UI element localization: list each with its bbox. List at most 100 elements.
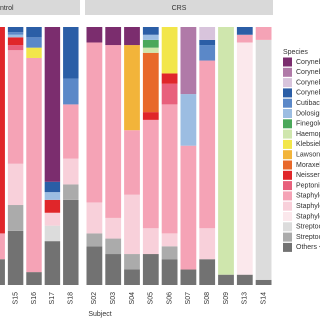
x-tick-label: S13 xyxy=(242,292,249,305)
legend-key xyxy=(283,67,292,77)
bar-segment xyxy=(105,217,122,239)
bar-segment xyxy=(142,119,159,229)
x-tick-label: S02 xyxy=(91,292,98,305)
bar-segment xyxy=(44,212,61,226)
legend-label: Coryneba xyxy=(296,79,320,86)
legend-label: Streptoco xyxy=(296,234,320,241)
bar-segment xyxy=(44,192,61,200)
bar-segment xyxy=(105,254,122,285)
legend-key xyxy=(283,170,292,180)
bar-segment xyxy=(161,259,178,285)
bar-segment xyxy=(44,27,61,182)
x-axis-title: Subject xyxy=(88,311,111,318)
bar-segment xyxy=(161,104,178,234)
legend-label: Staphyloc xyxy=(296,193,320,200)
bar-segment xyxy=(124,130,140,195)
bar-segment xyxy=(199,45,216,61)
bar-segment xyxy=(161,27,178,74)
bar-segment xyxy=(105,45,122,218)
bar-segment xyxy=(180,269,197,285)
bar-segment xyxy=(86,233,103,247)
bar-segment xyxy=(86,246,103,285)
legend-key xyxy=(283,129,292,139)
bar-segment xyxy=(142,52,159,113)
x-tick-label: S03 xyxy=(110,292,117,305)
bar-segment xyxy=(7,45,24,51)
bar-segment xyxy=(180,145,197,270)
legend-key xyxy=(283,212,292,221)
legend-key xyxy=(283,57,292,67)
x-tick-label: S08 xyxy=(204,292,211,305)
legend-label: Streptoco xyxy=(296,224,320,231)
x-tick-label: S17 xyxy=(49,292,56,305)
bar-segment xyxy=(7,34,24,38)
legend-key xyxy=(283,150,292,160)
legend-key xyxy=(283,109,292,118)
legend-label: Peptonipl xyxy=(296,182,320,189)
bar-segment xyxy=(142,34,159,40)
bar-segment xyxy=(218,274,234,285)
bar-segment xyxy=(7,37,24,46)
x-tick-label: S06 xyxy=(166,292,173,305)
facet-strip xyxy=(85,0,273,15)
facet-strip xyxy=(0,0,80,15)
x-tick-label: S18 xyxy=(68,292,75,305)
bar-segment xyxy=(199,27,216,40)
bar-segment xyxy=(199,259,216,285)
legend-label: Coryneba xyxy=(296,90,320,97)
legend-label: Haemophi xyxy=(296,131,320,138)
bar-segment xyxy=(180,27,197,95)
bar-segment xyxy=(63,199,79,285)
bar-segment xyxy=(142,228,159,255)
bar-segment xyxy=(236,34,253,43)
x-tick-label: S16 xyxy=(31,292,38,305)
legend-key xyxy=(283,160,292,170)
bar-segment xyxy=(44,181,61,193)
bar-segment xyxy=(7,32,24,35)
x-tick-label: S15 xyxy=(12,292,19,305)
bar-segment xyxy=(44,241,61,285)
bar-segment xyxy=(124,269,140,285)
legend-label: Staphyloc xyxy=(296,213,320,220)
legend-key xyxy=(283,98,292,108)
bar-segment xyxy=(0,259,5,285)
bar-segment xyxy=(26,37,42,48)
bar-segment xyxy=(161,233,178,247)
legend-key xyxy=(283,119,292,129)
bar-segment xyxy=(161,246,178,260)
bar-segment xyxy=(7,163,24,206)
facet-title: CRS xyxy=(172,5,187,12)
legend-key xyxy=(283,201,292,211)
bar-segment xyxy=(124,194,140,255)
bar-segment xyxy=(142,112,159,120)
bar-segment xyxy=(255,279,272,285)
x-tick-label: S05 xyxy=(148,292,155,305)
bar-segment xyxy=(44,225,61,242)
bar-segment xyxy=(236,274,253,285)
bar-segment xyxy=(161,83,178,105)
bar-segment xyxy=(26,27,42,38)
bar-segment xyxy=(236,27,253,35)
bar-segment xyxy=(7,230,24,285)
bar-segment xyxy=(236,42,253,275)
legend-key xyxy=(283,232,292,242)
bar-segment xyxy=(63,104,79,159)
x-tick-label: S07 xyxy=(185,292,192,305)
legend-label: Cutibacte xyxy=(296,100,320,107)
bar-segment xyxy=(44,199,61,213)
bar-segment xyxy=(124,254,140,270)
bar-segment xyxy=(7,205,24,231)
bar-segment xyxy=(105,27,122,46)
legend-label: Neisseria xyxy=(296,172,320,179)
bar-segment xyxy=(142,47,159,53)
legend-label: Coryneba xyxy=(296,69,320,76)
legend-key xyxy=(283,191,292,201)
legend-key xyxy=(283,242,292,252)
bar-segment xyxy=(63,27,79,79)
legend-label: Coryneba xyxy=(296,59,320,66)
bar-segment xyxy=(142,27,159,35)
bar-segment xyxy=(26,272,42,285)
bar-segment xyxy=(142,39,159,48)
legend-label: Others < xyxy=(296,244,320,251)
